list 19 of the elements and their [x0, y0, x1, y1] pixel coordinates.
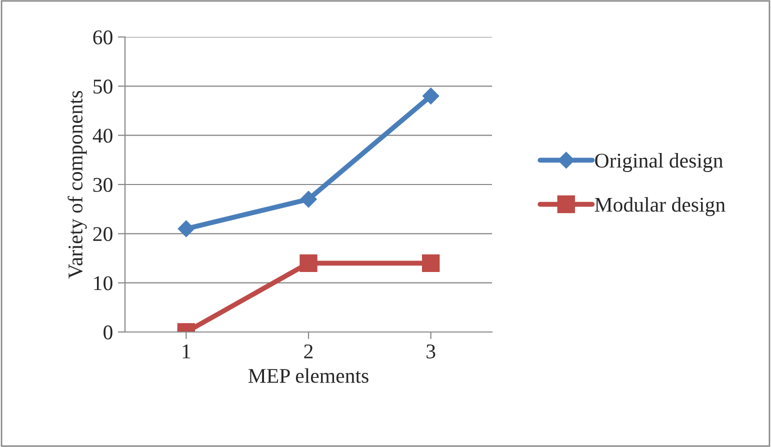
legend-label: Original design [595, 153, 723, 172]
y-tick-label: 10 [94, 276, 112, 290]
point [300, 254, 318, 272]
y-tick-label: 60 [93, 30, 112, 44]
x-tick-label: 3 [426, 344, 436, 358]
point [178, 220, 195, 238]
y-tick-label: 20 [93, 227, 112, 242]
legend-label: Modular design [594, 197, 726, 216]
point [422, 88, 440, 104]
point [422, 254, 440, 272]
y-tick-label: 0 [104, 325, 112, 340]
x-tick-label: 2 [304, 344, 313, 358]
x-axis-title: MEP elements [248, 368, 368, 383]
y-tick-label: 50 [94, 80, 112, 94]
y-tick-label: 30 [93, 178, 112, 192]
point [300, 190, 317, 208]
x-tick-label: 1 [182, 344, 190, 358]
y-tick-label: 40 [92, 128, 112, 143]
y-axis-title: Variety of components [68, 90, 87, 279]
